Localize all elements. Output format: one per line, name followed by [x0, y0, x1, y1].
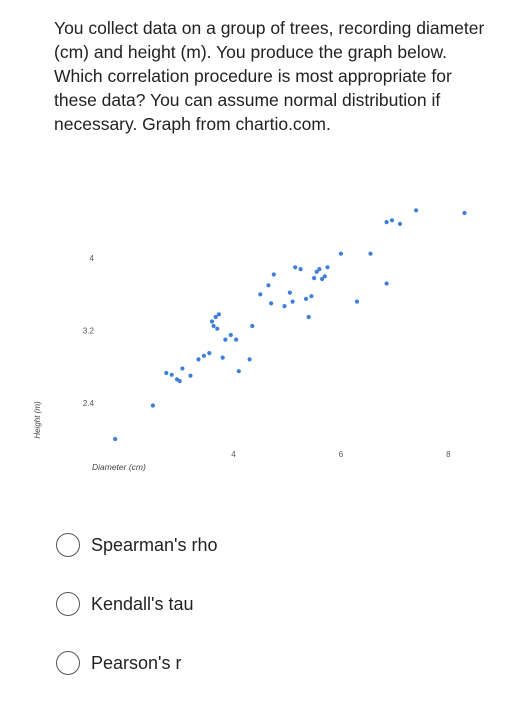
- data-point: [290, 299, 295, 304]
- data-point: [196, 357, 201, 362]
- data-point: [303, 296, 309, 301]
- data-point: [414, 208, 419, 213]
- data-point: [384, 281, 389, 286]
- data-point: [306, 314, 311, 320]
- data-point: [236, 369, 241, 374]
- data-point: [309, 294, 314, 299]
- data-point: [169, 372, 174, 377]
- data-point: [150, 403, 155, 408]
- data-point: [213, 314, 218, 320]
- data-point: [384, 220, 389, 225]
- data-point: [287, 290, 292, 295]
- data-point: [314, 269, 319, 274]
- data-point: [325, 265, 330, 270]
- choice-label: Kendall's tau: [91, 593, 194, 614]
- x-tick-label: 4: [231, 450, 236, 459]
- x-axis-label: Diameter (cm): [92, 462, 146, 472]
- choice-pearson[interactable]: Pearson's r: [56, 648, 218, 678]
- data-point: [228, 332, 233, 338]
- data-point: [164, 370, 169, 376]
- data-point: [282, 304, 287, 309]
- choice-label: Pearson's r: [91, 652, 182, 673]
- y-tick-label: 3.2: [83, 327, 95, 336]
- data-point: [258, 292, 263, 297]
- data-point: [389, 218, 395, 223]
- data-point: [209, 319, 215, 324]
- data-point: [462, 210, 467, 216]
- radio-button[interactable]: [56, 592, 80, 616]
- x-tick-label: 8: [446, 450, 451, 459]
- data-point: [188, 373, 193, 378]
- x-tick-label: 6: [339, 450, 344, 459]
- data-point: [271, 272, 276, 277]
- data-point: [266, 283, 271, 288]
- scatter-chart: Height (m) Diameter (cm) 2.4 3.2 4 4 6 8: [33, 208, 467, 472]
- radio-button[interactable]: [56, 533, 80, 557]
- data-point: [338, 251, 343, 256]
- data-point: [397, 221, 403, 226]
- x-tick-labels: 4 6 8: [231, 450, 451, 459]
- y-tick-labels: 2.4 3.2 4: [83, 254, 95, 408]
- data-point: [298, 267, 303, 272]
- data-point: [269, 301, 274, 306]
- data-points: [113, 208, 467, 442]
- data-point: [177, 379, 182, 384]
- data-point: [216, 312, 221, 317]
- data-point: [180, 366, 185, 371]
- choice-spearman[interactable]: Spearman's rho: [56, 530, 218, 560]
- question-text: You collect data on a group of trees, re…: [54, 18, 485, 134]
- data-point: [215, 326, 220, 331]
- radio-button[interactable]: [56, 651, 80, 675]
- y-tick-label: 4: [90, 254, 95, 263]
- y-tick-label: 2.4: [83, 399, 95, 408]
- choice-kendall[interactable]: Kendall's tau: [56, 589, 218, 619]
- data-point: [223, 337, 228, 342]
- data-point: [234, 337, 239, 342]
- data-point: [354, 299, 360, 304]
- data-point: [368, 251, 373, 256]
- y-axis-label: Height (m): [33, 401, 42, 439]
- data-point: [250, 323, 255, 329]
- data-point: [317, 267, 322, 272]
- data-point: [113, 436, 118, 442]
- data-point: [322, 274, 327, 279]
- data-point: [201, 353, 206, 358]
- data-point: [220, 355, 225, 360]
- data-point: [247, 357, 252, 362]
- data-point: [207, 351, 212, 356]
- data-point: [320, 276, 325, 282]
- choice-label: Spearman's rho: [91, 534, 218, 555]
- data-point: [293, 265, 298, 270]
- answer-choices: Spearman's rho Kendall's tau Pearson's r: [56, 530, 218, 707]
- data-point: [211, 323, 216, 329]
- data-point: [312, 276, 317, 281]
